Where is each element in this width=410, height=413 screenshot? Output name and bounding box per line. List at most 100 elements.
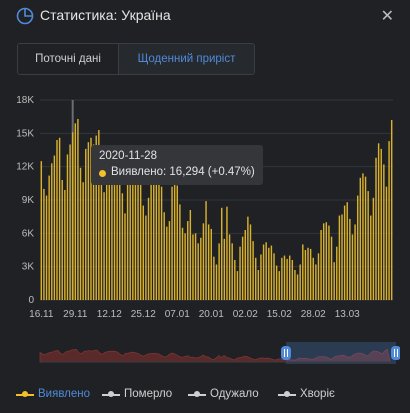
bar — [283, 255, 286, 300]
bar — [320, 230, 322, 300]
bar — [343, 205, 346, 300]
bar — [168, 221, 171, 300]
bar — [171, 186, 173, 300]
bar — [92, 144, 95, 300]
bar — [370, 215, 372, 300]
bar — [119, 161, 121, 300]
bar — [100, 171, 103, 300]
legend-item-active[interactable]: Хворіє — [278, 388, 358, 404]
bar — [315, 264, 317, 300]
x-tick-label: 12.12 — [97, 309, 122, 320]
window-header: Статистика: Україна ✕ — [0, 0, 410, 32]
bar — [262, 244, 265, 300]
bar — [197, 243, 199, 300]
legend-item-deaths[interactable]: Померло — [102, 388, 182, 404]
daily-cases-chart: 0 3K 6K 9K 12K 15K 18K 16.11 29.11 12.12 25.12 07.0… — [16, 95, 393, 320]
bar — [56, 140, 58, 300]
legend-item-detected[interactable]: Виявлено — [16, 388, 96, 404]
bar — [304, 250, 307, 300]
bar — [322, 223, 325, 300]
bar — [179, 204, 181, 300]
bar — [163, 212, 165, 300]
bar — [257, 270, 260, 300]
bar — [223, 238, 226, 300]
bar — [244, 230, 246, 300]
bar — [192, 234, 194, 300]
bar — [260, 254, 262, 300]
pie-chart-icon — [16, 7, 34, 25]
x-tick-label: 13.03 — [335, 309, 360, 320]
bar — [328, 225, 330, 300]
bar — [249, 224, 252, 300]
bar — [126, 175, 129, 300]
bar — [380, 148, 382, 300]
navigator-handle-right[interactable] — [391, 346, 400, 360]
bar — [48, 175, 50, 300]
legend-label: Виявлено — [38, 388, 91, 400]
bar — [377, 143, 380, 300]
bar — [142, 205, 145, 300]
tab-current-data[interactable]: Поточні дані — [18, 44, 119, 74]
bar — [210, 228, 212, 300]
navigator-selection[interactable] — [286, 342, 396, 364]
window-title: Статистика: Україна — [40, 7, 171, 23]
legend-item-recovered[interactable]: Одужало — [188, 388, 268, 404]
bar — [202, 223, 205, 300]
bar — [388, 141, 390, 300]
range-navigator[interactable] — [30, 340, 400, 368]
bar — [325, 222, 328, 300]
x-tick-label: 20.01 — [199, 309, 224, 320]
bar — [150, 183, 152, 300]
bar — [194, 233, 197, 300]
bar — [113, 145, 116, 300]
bar — [349, 218, 351, 300]
x-tick-label: 07.01 — [165, 309, 190, 320]
x-tick-label: 02.02 — [233, 309, 258, 320]
bar — [385, 186, 388, 300]
bar — [299, 264, 301, 300]
bar — [255, 257, 257, 300]
bar — [330, 236, 333, 300]
y-tick-label: 3K — [22, 262, 35, 273]
legend-label: Померло — [124, 388, 173, 400]
bar — [252, 241, 254, 300]
bar — [124, 213, 126, 300]
bar — [58, 137, 61, 300]
bar — [87, 142, 90, 300]
tab-daily-growth[interactable]: Щоденний приріст — [119, 44, 254, 74]
bar — [383, 164, 385, 300]
bar — [338, 215, 341, 300]
view-tabs: Поточні дані Щоденний приріст — [17, 43, 255, 75]
bar — [166, 226, 168, 300]
bar — [268, 247, 270, 300]
bar — [184, 233, 186, 300]
y-tick-label: 0 — [28, 295, 34, 306]
chart-tooltip: 2020-11-28 Виявлено: 16,294 (+0.47%) — [91, 145, 263, 185]
bar — [64, 190, 66, 300]
bar — [218, 243, 220, 300]
x-tick-label: 16.11 — [29, 309, 54, 320]
x-tick-label: 28.02 — [301, 309, 326, 320]
x-tick-label: 15.02 — [267, 309, 292, 320]
legend-symbol — [188, 391, 206, 397]
bar — [121, 193, 124, 300]
navigator-handle-left[interactable] — [281, 346, 291, 360]
bar — [341, 214, 343, 300]
bar — [302, 244, 304, 300]
bar — [265, 242, 267, 300]
bar — [346, 202, 348, 300]
bar — [312, 257, 314, 300]
bar — [116, 146, 118, 300]
bar — [129, 175, 131, 300]
bar — [221, 207, 223, 300]
bar — [375, 157, 377, 300]
tooltip-date: 2020-11-28 — [99, 150, 157, 162]
legend-symbol — [102, 391, 120, 397]
bar — [147, 197, 150, 300]
bar — [351, 234, 354, 300]
close-icon[interactable]: ✕ — [380, 8, 394, 25]
bar — [61, 180, 63, 300]
y-tick-label: 9K — [22, 195, 35, 206]
bar — [236, 271, 239, 300]
bar — [137, 170, 139, 300]
